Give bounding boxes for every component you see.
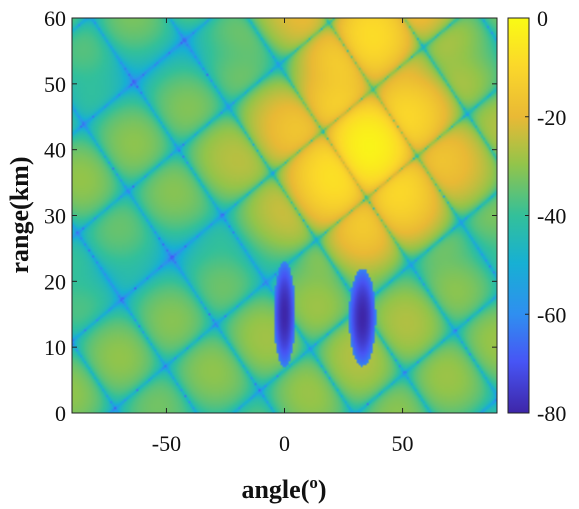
colorbar: 0 -20 -40 -60 -80 xyxy=(507,6,566,426)
x-tick-label: -50 xyxy=(152,431,181,456)
colorbar-ticks: 0 -20 -40 -60 -80 xyxy=(525,6,566,426)
x-axis-label-close: ) xyxy=(318,475,327,504)
x-axis-label-superscript: o xyxy=(309,473,318,492)
y-tick-label: 20 xyxy=(44,269,66,294)
x-axis-label-text: angle( xyxy=(241,475,309,504)
x-tick-label: 0 xyxy=(279,431,290,456)
x-axis-ticks: -50 0 50 xyxy=(152,18,414,456)
colorbar-tick-label: -20 xyxy=(537,105,566,130)
colorbar-tick-label: 0 xyxy=(537,6,548,31)
colorbar-tick-label: -60 xyxy=(537,302,566,327)
colorbar-tick-label: -80 xyxy=(537,401,566,426)
y-tick-label: 60 xyxy=(44,6,66,31)
y-tick-label: 40 xyxy=(44,138,66,163)
y-tick-label: 0 xyxy=(55,401,66,426)
x-tick-label: 50 xyxy=(392,431,414,456)
y-tick-label: 50 xyxy=(44,72,66,97)
x-axis-label: angle(o) xyxy=(241,473,326,504)
heatmap-image xyxy=(72,18,497,413)
heatmap-area xyxy=(71,17,498,414)
y-tick-label: 10 xyxy=(44,335,66,360)
y-tick-label: 30 xyxy=(44,204,66,229)
colorbar-tick-label: -40 xyxy=(537,204,566,229)
y-axis-label: range(km) xyxy=(5,157,34,274)
y-axis-ticks: 0 10 20 30 40 50 60 xyxy=(44,6,497,426)
